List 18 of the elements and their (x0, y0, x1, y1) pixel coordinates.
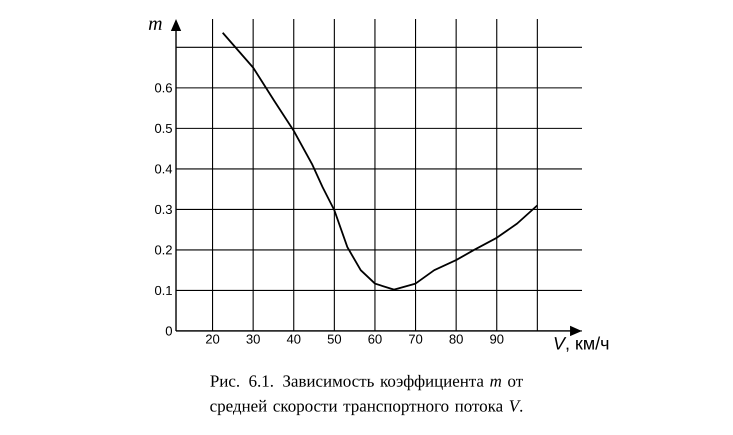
x-tick-label: 40 (286, 334, 300, 344)
y-tick-label: 0.1 (154, 286, 172, 296)
x-tick-label: 90 (490, 334, 504, 344)
x-axis-title: V, км/ч (554, 336, 608, 352)
y-tick-label: 0.4 (154, 164, 172, 174)
y-tick-label: 0.2 (154, 245, 172, 255)
x-tick-label: 30 (246, 334, 260, 344)
x-tick-label: 50 (328, 334, 342, 344)
y-axis-title: m (148, 20, 162, 30)
text: Рис. 6.1. Зависимость коэффициента m от средней скорости транспортного потока V. (210, 374, 523, 416)
y-tick-label: 0 (166, 326, 172, 336)
x-tick-label: 20 (206, 334, 220, 344)
y-tick-label: 0.5 (154, 124, 172, 133)
x-tick-label: 70 (409, 334, 422, 344)
y-tick-label: 0.6 (154, 83, 172, 92)
x-tick-label: 80 (450, 334, 463, 344)
x-tick-label: 60 (368, 334, 382, 344)
y-tick-label: 0.3 (154, 204, 172, 214)
